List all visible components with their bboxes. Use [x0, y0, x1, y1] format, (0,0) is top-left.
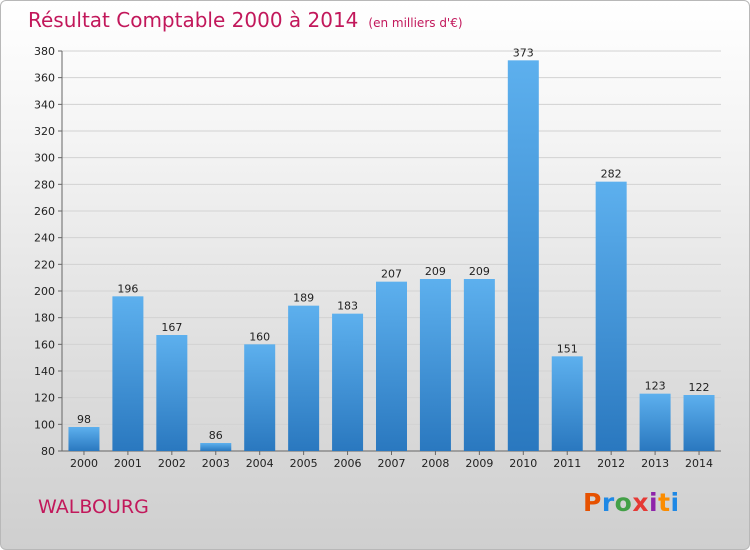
y-tick-label: 80	[41, 445, 55, 458]
data-label-2003: 86	[209, 429, 223, 442]
data-label-2012: 282	[601, 168, 622, 181]
x-tick-label: 2003	[202, 457, 230, 470]
bar-2012	[595, 181, 627, 451]
logo-letter: o	[614, 488, 633, 517]
bar-2002	[156, 335, 188, 451]
data-label-2001: 196	[117, 282, 138, 295]
chart-subtitle: (en milliers d'€)	[368, 16, 463, 30]
bar-2000	[68, 427, 100, 451]
y-tick-label: 120	[34, 392, 55, 405]
data-label-2011: 151	[557, 342, 578, 355]
data-label-2013: 123	[645, 380, 666, 393]
x-tick-label: 2004	[246, 457, 274, 470]
data-label-2014: 122	[689, 381, 710, 394]
logo-letter: t	[658, 488, 671, 517]
data-label-2008: 209	[425, 265, 446, 278]
logo-letter: i	[670, 488, 680, 517]
logo-letter: P	[583, 488, 602, 517]
y-tick-label: 100	[34, 418, 55, 431]
x-tick-label: 2010	[509, 457, 537, 470]
y-tick-label: 160	[34, 338, 55, 351]
bar-2014	[683, 395, 715, 451]
x-tick-label: 2007	[378, 457, 406, 470]
logo-letter: i	[649, 488, 659, 517]
y-tick-label: 260	[34, 205, 55, 218]
y-tick-label: 320	[34, 125, 55, 138]
data-label-2000: 98	[77, 413, 91, 426]
x-tick-label: 2000	[70, 457, 98, 470]
data-label-2004: 160	[249, 330, 270, 343]
x-tick-label: 2008	[421, 457, 449, 470]
data-label-2009: 209	[469, 265, 490, 278]
place-name: WALBOURG	[38, 496, 149, 518]
y-tick-label: 340	[34, 98, 55, 111]
y-tick-label: 200	[34, 285, 55, 298]
y-tick-label: 220	[34, 258, 55, 271]
bar-2006	[332, 313, 364, 451]
chart-title: Résultat Comptable 2000 à 2014 (en millie…	[28, 8, 463, 32]
y-tick-label: 180	[34, 312, 55, 325]
y-tick-label: 240	[34, 232, 55, 245]
bar-2010	[507, 60, 539, 451]
bar-2004	[244, 344, 276, 451]
data-label-2005: 189	[293, 292, 314, 305]
y-tick-label: 380	[34, 45, 55, 58]
bar-2013	[639, 393, 671, 451]
data-label-2002: 167	[161, 321, 182, 334]
bar-2009	[463, 279, 495, 451]
x-tick-label: 2006	[334, 457, 362, 470]
x-tick-label: 2009	[465, 457, 493, 470]
logo-letter: r	[601, 488, 615, 517]
x-tick-label: 2014	[685, 457, 713, 470]
bar-2011	[551, 356, 583, 451]
x-tick-label: 2005	[290, 457, 318, 470]
x-tick-label: 2012	[597, 457, 625, 470]
y-tick-label: 140	[34, 365, 55, 378]
x-tick-label: 2013	[641, 457, 669, 470]
x-tick-label: 2001	[114, 457, 142, 470]
x-tick-label: 2002	[158, 457, 186, 470]
x-tick-label: 2011	[553, 457, 581, 470]
bar-2005	[288, 305, 320, 451]
chart-title-text: Résultat Comptable 2000 à 2014	[28, 8, 359, 32]
bar-2001	[112, 296, 144, 451]
data-label-2006: 183	[337, 300, 358, 313]
proxiti-logo: Proxiti	[583, 488, 680, 517]
bar-2007	[376, 281, 407, 451]
y-tick-label: 360	[34, 72, 55, 85]
data-label-2007: 207	[381, 268, 402, 281]
bar-2003	[200, 443, 232, 451]
bar-2008	[419, 279, 451, 451]
y-tick-label: 280	[34, 178, 55, 191]
data-label-2010: 373	[513, 46, 534, 59]
y-tick-label: 300	[34, 152, 55, 165]
logo-letter: x	[632, 488, 649, 517]
